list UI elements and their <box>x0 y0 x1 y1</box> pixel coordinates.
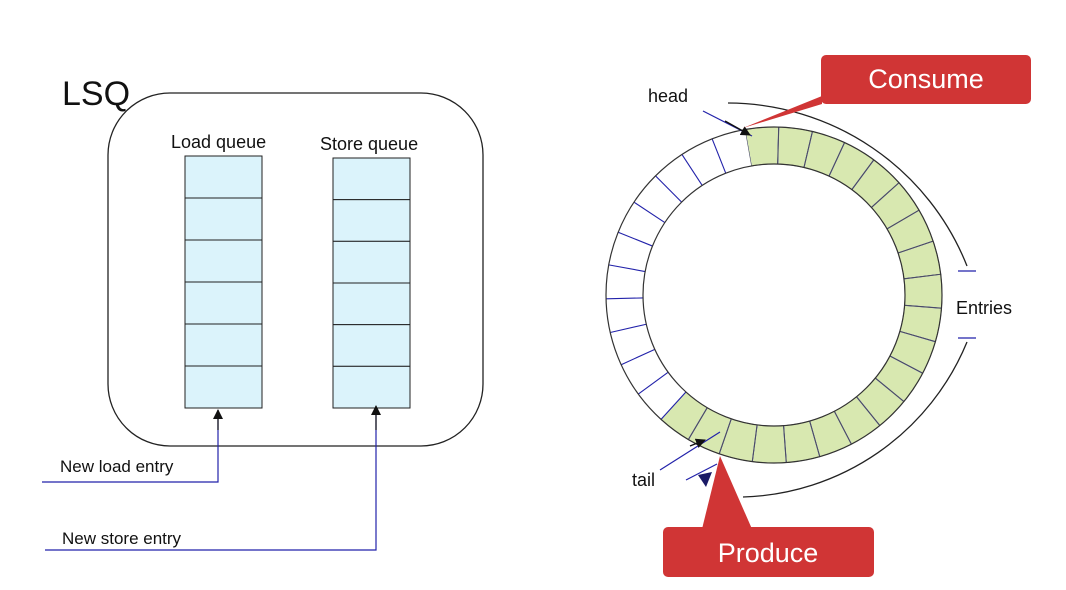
new-load-entry-label: New load entry <box>60 457 174 476</box>
load-queue-slot <box>184 239 263 283</box>
tail-marker <box>698 472 712 487</box>
ring-slot-filled <box>871 182 920 229</box>
new-load-entry-wire <box>42 410 219 483</box>
ring-inner-edge <box>642 163 906 427</box>
ring-slot-empty <box>681 138 726 186</box>
entries-arc-bottom <box>742 341 968 498</box>
ring-slot-filled <box>661 391 708 440</box>
ring-slot-divider <box>637 371 669 395</box>
ring-slot-divider <box>617 231 653 247</box>
new-store-entry-label: New store entry <box>62 529 182 548</box>
ring-slot-filled <box>889 331 936 374</box>
ring-slot-divider <box>606 297 644 300</box>
ring-slot-filled <box>783 421 820 463</box>
lsq-title: LSQ <box>62 75 130 113</box>
store-queue <box>332 157 411 409</box>
ring-slot-filled <box>851 159 899 208</box>
ring-slot-divider <box>633 201 666 224</box>
ring-slot-divider <box>620 348 656 366</box>
new-store-entry-wire <box>45 410 377 551</box>
ring-slot-divider <box>610 323 647 334</box>
ring-slot-empty <box>618 202 665 247</box>
ring-slot-divider <box>681 154 703 186</box>
ring-slot-filled <box>744 127 779 166</box>
consume-callout: Consume <box>743 55 1031 128</box>
tail-arrow <box>689 438 706 448</box>
ring-slot-filled <box>899 305 942 342</box>
entries-label: Entries <box>956 298 1012 318</box>
ring-slot-filled <box>719 418 758 462</box>
ring-slot-empty <box>638 372 686 420</box>
tail-label: tail <box>632 470 655 490</box>
store-queue-slot <box>332 240 411 284</box>
store-queue-label: Store queue <box>320 134 418 154</box>
ring-slot-filled <box>803 131 845 177</box>
ring-slot-empty <box>606 297 647 333</box>
produce-box <box>663 527 874 577</box>
ring-slot-empty <box>633 175 682 223</box>
tail-pointer-line-2 <box>685 463 718 481</box>
consume-pointer <box>743 96 822 128</box>
load-queue-slot <box>184 197 263 241</box>
ring-slot-divider <box>660 391 687 420</box>
ring-slot-filled <box>887 210 934 253</box>
load-queue-slot <box>184 365 263 409</box>
store-queue-slot <box>332 199 411 242</box>
entries-arc-top <box>727 102 968 267</box>
produce-pointer <box>702 456 752 529</box>
load-queue <box>184 155 263 409</box>
lsq-container <box>107 92 484 447</box>
load-queue-slot <box>184 281 263 325</box>
ring-outer-edge <box>605 126 943 464</box>
produce-label: Produce <box>718 538 819 568</box>
ring-slot-divider <box>655 175 683 203</box>
consume-label: Consume <box>868 64 984 94</box>
store-queue-slot <box>332 157 411 201</box>
store-queue-slot <box>332 324 411 367</box>
ring-slot-empty <box>610 324 655 365</box>
ring-slot-filled <box>903 274 942 309</box>
ring-slot-divider <box>711 138 727 174</box>
store-queue-slot <box>332 282 411 326</box>
ring-slot-filled <box>777 127 813 168</box>
consume-box <box>821 55 1031 104</box>
ring-slot-filled <box>829 142 874 190</box>
load-queue-slot <box>184 323 263 367</box>
head-arrow <box>724 120 751 136</box>
ring-slot-filled <box>898 241 941 279</box>
store-queue-slot <box>332 365 411 409</box>
produce-callout: Produce <box>663 456 874 577</box>
ring-slot-filled <box>809 411 852 457</box>
ring-slot-empty <box>621 349 669 395</box>
ring-slot-filled <box>856 378 904 426</box>
ring-slot-divider <box>608 264 646 273</box>
head-label: head <box>648 86 688 106</box>
ring-slot-empty <box>606 264 646 299</box>
ring-slot-filled <box>752 424 787 464</box>
circular-buffer <box>605 126 943 464</box>
load-queue-label: Load queue <box>171 132 266 152</box>
tail-pointer-line <box>659 431 721 471</box>
load-queue-slot <box>184 155 263 199</box>
ring-slot-empty <box>655 154 703 203</box>
